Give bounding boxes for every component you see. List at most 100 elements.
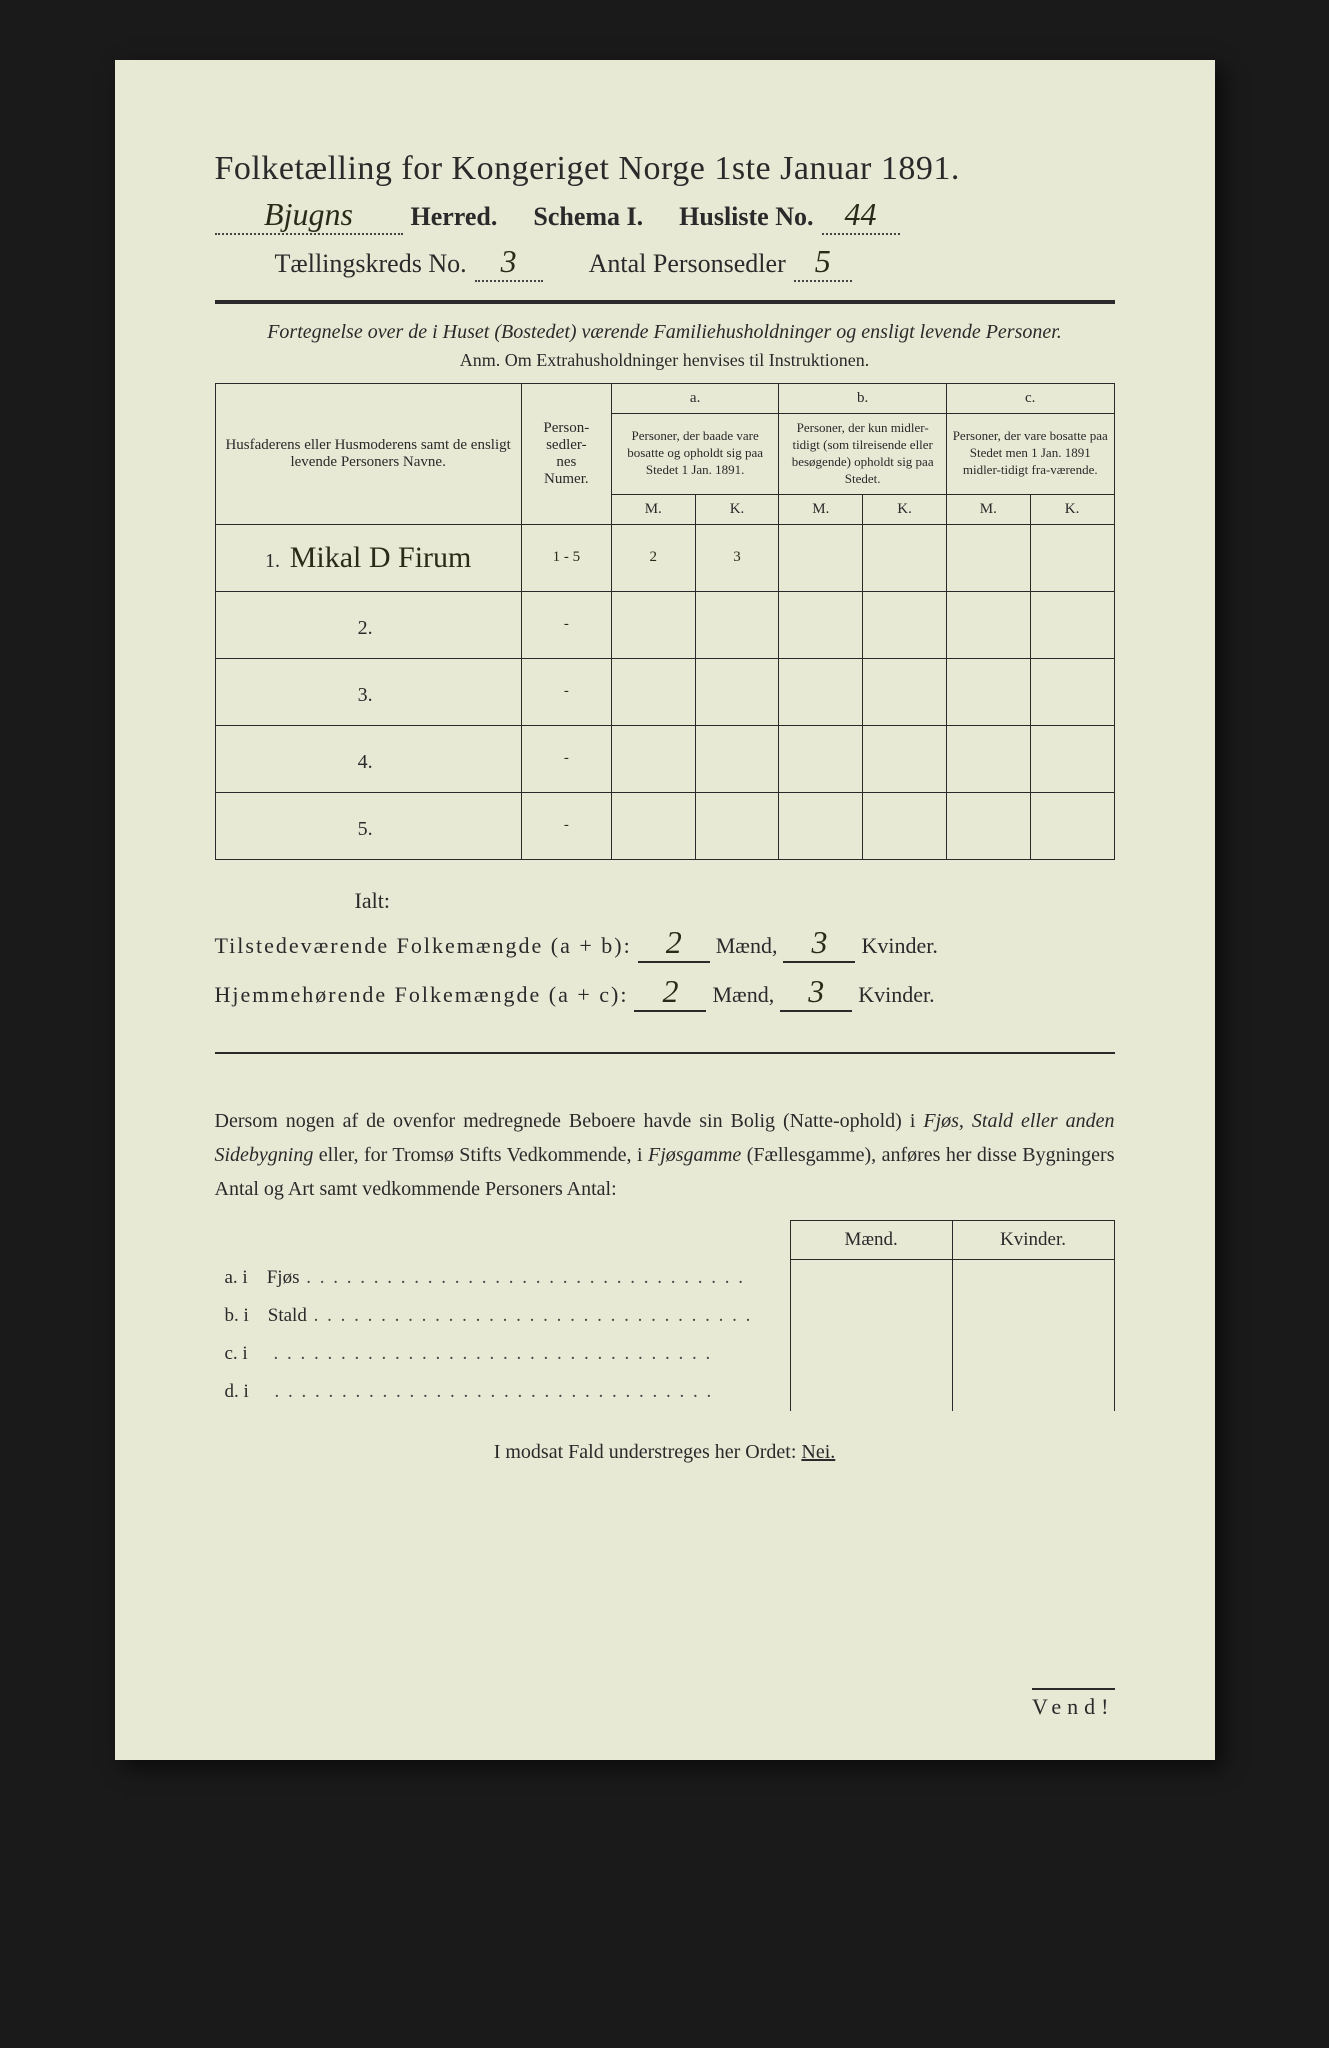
- divider-top: [215, 300, 1115, 304]
- kreds-label: Tællingskreds No.: [275, 249, 467, 279]
- row-ak: [695, 591, 779, 658]
- vend-label: Vend!: [1032, 1688, 1115, 1720]
- row-ak: [695, 725, 779, 792]
- small-table: Mænd. Kvinder. a. i Fjøs b. i Stald c. i…: [215, 1220, 1115, 1412]
- row-num: -: [521, 591, 611, 658]
- small-row-m: [790, 1259, 952, 1297]
- col-a-top: a.: [611, 384, 779, 414]
- row-num: -: [521, 725, 611, 792]
- small-row: b. i Stald: [215, 1297, 1115, 1335]
- line2-m: 2: [634, 973, 706, 1012]
- main-table: Husfaderens eller Husmoderens samt de en…: [215, 383, 1115, 860]
- row-am: [611, 792, 695, 859]
- nei-word: Nei.: [801, 1441, 835, 1463]
- row-am: [611, 725, 695, 792]
- small-row-k: [952, 1373, 1114, 1411]
- row-am: 2: [611, 524, 695, 591]
- note-t1: Dersom nogen af de ovenfor medregnede Be…: [215, 1110, 924, 1132]
- col-num-header: Person- sedler- nes Numer.: [521, 384, 611, 525]
- maend-2: Mænd,: [712, 982, 774, 1008]
- col-b-k: K.: [863, 494, 947, 524]
- row-bk: [863, 524, 947, 591]
- col-a-m: M.: [611, 494, 695, 524]
- small-blank: [215, 1220, 791, 1259]
- row-am: [611, 591, 695, 658]
- kvinder-2: Kvinder.: [858, 982, 934, 1008]
- line1-label: Tilstedeværende Folkemængde (a + b):: [215, 933, 632, 959]
- herred-value: Bjugns: [215, 196, 403, 235]
- header-row-1: Bjugns Herred. Schema I. Husliste No. 44: [215, 196, 1115, 235]
- row-bk: [863, 792, 947, 859]
- small-row: a. i Fjøs: [215, 1259, 1115, 1297]
- note-t2: eller, for Tromsø Stifts Vedkommende, i: [313, 1144, 648, 1166]
- row-cm: [946, 658, 1030, 725]
- row-name-cell: 4.: [215, 725, 521, 792]
- schema-label: Schema I.: [533, 202, 643, 232]
- maend-1: Mænd,: [716, 933, 778, 959]
- row-name-cell: 2.: [215, 591, 521, 658]
- row-bm: [779, 591, 863, 658]
- col-c-m: M.: [946, 494, 1030, 524]
- row-bk: [863, 725, 947, 792]
- census-form-page: Folketælling for Kongeriget Norge 1ste J…: [115, 60, 1215, 1760]
- row-num: -: [521, 658, 611, 725]
- line1-k: 3: [783, 924, 855, 963]
- small-row-label: d. i: [215, 1373, 791, 1411]
- row-bk: [863, 658, 947, 725]
- anm-note: Anm. Om Extrahusholdninger henvises til …: [215, 350, 1115, 371]
- row-num: -: [521, 792, 611, 859]
- col-a-desc: Personer, der baade vare bosatte og opho…: [611, 414, 779, 495]
- row-bm: [779, 658, 863, 725]
- row-name-cell: 5.: [215, 792, 521, 859]
- row-ak: 3: [695, 524, 779, 591]
- page-title: Folketælling for Kongeriget Norge 1ste J…: [215, 150, 1115, 188]
- small-kvinder: Kvinder.: [952, 1220, 1114, 1259]
- row-ck: [1030, 524, 1114, 591]
- table-row: 2. -: [215, 591, 1114, 658]
- row-am: [611, 658, 695, 725]
- nei-line: I modsat Fald understreges her Ordet: Ne…: [215, 1441, 1115, 1464]
- line2-k: 3: [780, 973, 852, 1012]
- divider-mid: [215, 1052, 1115, 1054]
- note-paragraph: Dersom nogen af de ovenfor medregnede Be…: [215, 1104, 1115, 1206]
- row-cm: [946, 792, 1030, 859]
- small-maend: Mænd.: [790, 1220, 952, 1259]
- row-bm: [779, 792, 863, 859]
- small-row: c. i: [215, 1335, 1115, 1373]
- col-c-k: K.: [1030, 494, 1114, 524]
- note-it2: Fjøsgamme: [648, 1144, 741, 1166]
- small-row-m: [790, 1297, 952, 1335]
- line2-label: Hjemmehørende Folkemængde (a + c):: [215, 982, 629, 1008]
- small-row-m: [790, 1373, 952, 1411]
- col-name-header: Husfaderens eller Husmoderens samt de en…: [215, 384, 521, 525]
- row-cm: [946, 725, 1030, 792]
- row-ck: [1030, 792, 1114, 859]
- col-b-m: M.: [779, 494, 863, 524]
- small-row-label: b. i Stald: [215, 1297, 791, 1335]
- row-ck: [1030, 658, 1114, 725]
- kreds-value: 3: [475, 243, 543, 282]
- row-ck: [1030, 591, 1114, 658]
- main-table-body: 1. Mikal D Firum 1 - 5 2 3 2. - 3. -: [215, 524, 1114, 859]
- small-row-m: [790, 1335, 952, 1373]
- row-name-cell: 3.: [215, 658, 521, 725]
- table-row: 3. -: [215, 658, 1114, 725]
- small-row-k: [952, 1297, 1114, 1335]
- col-b-desc: Personer, der kun midler-tidigt (som til…: [779, 414, 947, 495]
- row-num: 1 - 5: [521, 524, 611, 591]
- row-bk: [863, 591, 947, 658]
- row-cm: [946, 591, 1030, 658]
- row-bm: [779, 725, 863, 792]
- col-a-k: K.: [695, 494, 779, 524]
- table-row: 1. Mikal D Firum 1 - 5 2 3: [215, 524, 1114, 591]
- antal-label: Antal Personsedler: [589, 249, 786, 279]
- row-name-cell: 1. Mikal D Firum: [215, 524, 521, 591]
- small-row-k: [952, 1259, 1114, 1297]
- col-name-text: Husfaderens eller Husmoderens samt de en…: [225, 437, 510, 470]
- main-table-head: Husfaderens eller Husmoderens samt de en…: [215, 384, 1114, 525]
- ialt-label: Ialt:: [355, 888, 1115, 914]
- subtitle: Fortegnelse over de i Huset (Bostedet) v…: [215, 318, 1115, 346]
- table-row: 4. -: [215, 725, 1114, 792]
- header-row-2: Tællingskreds No. 3 Antal Personsedler 5: [275, 243, 1115, 282]
- small-row-k: [952, 1335, 1114, 1373]
